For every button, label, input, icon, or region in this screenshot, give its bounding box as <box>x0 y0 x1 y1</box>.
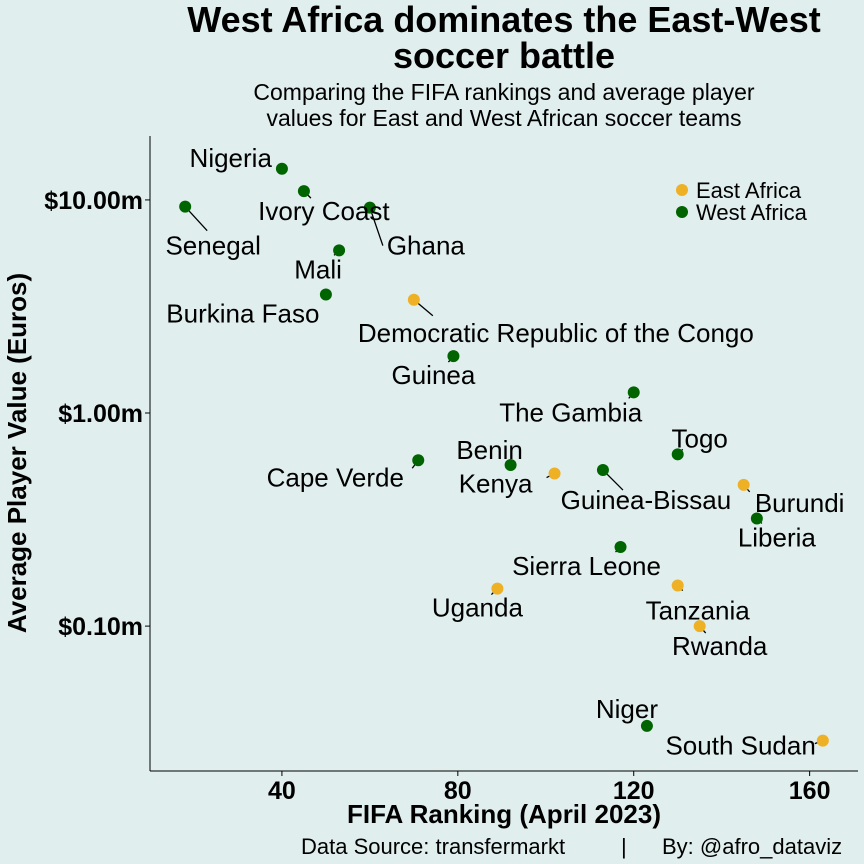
y-axis-title: Average Player Value (Euros) <box>2 273 32 633</box>
y-ticks: $10.00m $1.00m $0.10m <box>44 187 150 641</box>
legend-west-africa-marker <box>676 206 688 218</box>
legend-east-africa-label: East Africa <box>696 178 802 203</box>
legend: East Africa West Africa <box>676 178 808 225</box>
point-labels: Nigeria Ivory Coast Senegal Ghana Mali Burkin… <box>165 143 844 761</box>
point-label-kenya: Kenya <box>459 469 533 499</box>
point-kenya <box>548 467 561 480</box>
legend-west-africa-label: West Africa <box>696 200 808 225</box>
point-label-burkina-faso: Burkina Faso <box>166 298 319 328</box>
point-label-ghana: Ghana <box>387 231 466 261</box>
x-ticks: 40 80 120 160 <box>268 771 830 805</box>
point-ghana <box>363 201 376 214</box>
y-tick-label: $10.00m <box>44 187 143 215</box>
point-label-burundi: Burundi <box>755 488 845 518</box>
x-tick-label: 40 <box>268 777 296 805</box>
point-guinea <box>447 350 460 363</box>
point-liberia <box>750 512 763 525</box>
chart-subtitle-line2: values for East and West African soccer … <box>266 105 741 131</box>
y-tick-label: $0.10m <box>58 613 143 641</box>
point-the-gambia <box>627 386 640 399</box>
x-tick-label: 80 <box>444 777 472 805</box>
point-niger <box>640 719 653 732</box>
point-burkina-faso <box>319 288 332 301</box>
caption-separator: | <box>621 834 627 859</box>
point-label-cape-verde: Cape Verde <box>267 462 404 492</box>
x-axis-title: FIFA Ranking (April 2023) <box>347 799 661 829</box>
point-burundi <box>737 478 750 491</box>
point-label-ivory-coast: Ivory Coast <box>258 196 390 226</box>
point-label-guinea: Guinea <box>392 360 476 390</box>
point-label-democratic-republic-of-the-congo: Democratic Republic of the Congo <box>358 318 754 348</box>
point-label-niger: Niger <box>596 694 658 724</box>
point-sierra-leone <box>614 541 627 554</box>
point-rwanda <box>693 620 706 633</box>
point-label-nigeria: Nigeria <box>190 143 273 173</box>
point-label-rwanda: Rwanda <box>672 631 768 661</box>
x-tick-label: 120 <box>613 777 655 805</box>
legend-east-africa-marker <box>676 184 688 196</box>
point-nigeria <box>275 162 288 175</box>
x-tick-label: 160 <box>789 777 831 805</box>
point-mali <box>333 244 346 257</box>
point-uganda <box>491 582 504 595</box>
point-label-uganda: Uganda <box>432 593 524 623</box>
point-label-south-sudan: South Sudan <box>665 731 815 761</box>
caption-author: By: @afro_dataviz <box>662 834 842 859</box>
point-label-senegal: Senegal <box>165 231 260 261</box>
point-cape-verde <box>412 454 425 467</box>
data-points <box>179 162 829 747</box>
point-senegal <box>179 200 192 213</box>
point-label-mali: Mali <box>294 254 342 284</box>
point-label-liberia: Liberia <box>738 522 817 552</box>
chart-subtitle-line1: Comparing the FIFA rankings and average … <box>253 79 755 105</box>
chart-title-line2: soccer battle <box>393 35 615 76</box>
point-guinea-bissau <box>596 464 609 477</box>
point-label-the-gambia: The Gambia <box>499 397 643 427</box>
point-label-tanzania: Tanzania <box>646 596 751 626</box>
leader-line-ghana <box>369 207 384 246</box>
point-label-togo: Togo <box>672 423 728 453</box>
y-tick-label: $1.00m <box>58 400 143 428</box>
chart-title-line1: West Africa dominates the East-West <box>187 0 821 40</box>
point-south-sudan <box>816 734 829 747</box>
point-tanzania <box>671 579 684 592</box>
caption-source: Data Source: transfermarkt <box>301 834 565 859</box>
point-label-benin: Benin <box>456 435 523 465</box>
point-label-guinea-bissau: Guinea-Bissau <box>561 485 732 515</box>
point-benin <box>504 459 517 472</box>
point-ivory-coast <box>297 185 310 198</box>
point-democratic-republic-of-the-congo <box>407 293 420 306</box>
point-label-sierra-leone: Sierra Leone <box>512 551 661 581</box>
point-togo <box>671 448 684 461</box>
